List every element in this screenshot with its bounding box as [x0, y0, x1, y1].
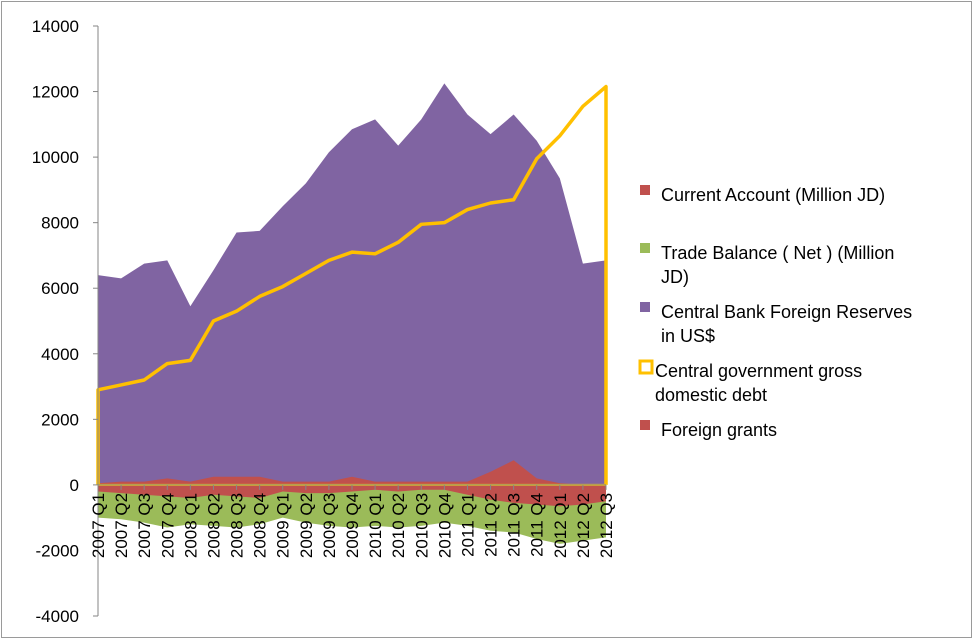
area-2 — [98, 83, 606, 485]
x-tick-label: 2011 Q2 — [482, 493, 501, 557]
x-tick-label: 2009 Q3 — [320, 493, 339, 558]
plot-areas — [98, 83, 606, 544]
legend-swatch — [640, 302, 650, 312]
y-tick-label: 12000 — [32, 83, 79, 102]
legend-item-1: Trade Balance ( Net ) (Million JD) — [640, 243, 894, 287]
x-tick-label: 2007 Q3 — [135, 493, 154, 558]
legend-item-0: Current Account (Million JD) — [640, 185, 885, 205]
y-tick-label: -4000 — [36, 607, 79, 626]
area-1 — [98, 484, 606, 544]
y-tick-labels: -4000 -2000 0 2000 4000 6000 8000 10000 12000 140… — [32, 17, 79, 626]
x-tick-label: 2009 Q1 — [274, 493, 293, 558]
y-tick-label: -2000 — [36, 541, 79, 560]
x-tick-label: 2012 Q3 — [597, 493, 616, 558]
legend-swatch — [638, 359, 654, 375]
debt-line — [96, 84, 608, 485]
y-tick-label: 6000 — [41, 279, 79, 298]
x-tick-label: 2007 Q2 — [112, 493, 131, 558]
x-tick-label: 2010 Q4 — [435, 493, 454, 558]
x-tick-labels: 2007 Q1 2007 Q2 2007 Q3 2007 Q4 2008 Q1 2008 … — [89, 493, 616, 558]
area-0 — [98, 484, 606, 507]
x-tick-label: 2010 Q2 — [389, 493, 408, 558]
legend-item-2: Central Bank Foreign Reserves in US$ — [640, 302, 912, 346]
legend-label: Central government gross domestic debt — [655, 361, 862, 405]
legend-swatch — [640, 185, 650, 195]
x-tick-label: 2009 Q2 — [297, 493, 316, 558]
legend-label: Central Bank Foreign Reserves in US$ — [661, 302, 912, 346]
x-tick-label: 2011 Q1 — [458, 493, 477, 557]
x-tick-label: 2010 Q1 — [366, 493, 385, 558]
x-tick-label: 2007 Q4 — [158, 493, 177, 558]
legend-item-3: Central government gross domestic debt — [638, 359, 862, 405]
x-tick-label: 2012 Q1 — [551, 493, 570, 558]
y-tick-label: 4000 — [41, 345, 79, 364]
legend-label: Trade Balance ( Net ) (Million JD) — [661, 243, 894, 287]
x-tick-label: 2010 Q3 — [412, 493, 431, 558]
x-tick-label: 2011 Q4 — [528, 493, 547, 557]
x-tick-label: 2008 Q4 — [251, 493, 270, 558]
legend-label: Current Account (Million JD) — [661, 185, 885, 205]
legend-item-4: Foreign grants — [640, 420, 777, 440]
x-tick-label: 2008 Q1 — [181, 493, 200, 558]
axes — [93, 25, 607, 617]
x-tick-label: 2012 Q2 — [574, 493, 593, 558]
x-tick-label: 2011 Q3 — [505, 493, 524, 557]
y-tick-label: 14000 — [32, 17, 79, 36]
legend-swatch — [640, 420, 650, 430]
y-tick-label: 10000 — [32, 148, 79, 167]
legend-swatch — [640, 243, 650, 253]
x-tick-label: 2008 Q2 — [204, 493, 223, 558]
x-tick-label: 2007 Q1 — [89, 493, 108, 558]
y-tick-label: 0 — [70, 476, 79, 495]
x-tick-label: 2008 Q3 — [228, 493, 247, 558]
y-tick-label: 2000 — [41, 410, 79, 429]
area-4 — [98, 460, 606, 485]
x-tick-label: 2009 Q4 — [343, 493, 362, 558]
legend-label: Foreign grants — [661, 420, 777, 440]
legend: Current Account (Million JD) Trade Balanc… — [638, 185, 912, 440]
y-tick-label: 8000 — [41, 214, 79, 233]
